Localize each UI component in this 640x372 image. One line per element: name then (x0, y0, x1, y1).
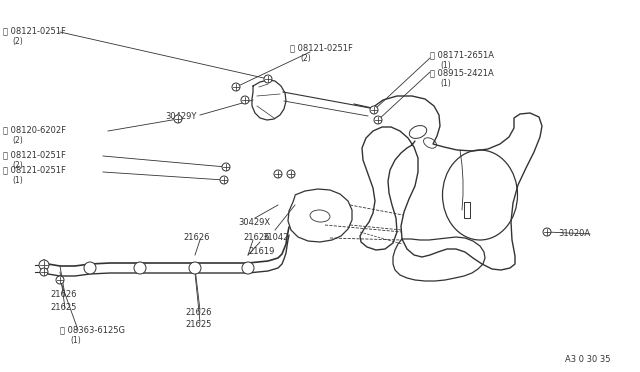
Circle shape (242, 262, 254, 274)
Text: 21625: 21625 (50, 303, 76, 312)
Text: A3 0 30 35: A3 0 30 35 (565, 355, 611, 364)
Text: 21626: 21626 (183, 233, 209, 242)
Text: 30429Y: 30429Y (165, 112, 196, 121)
Circle shape (287, 170, 295, 178)
Text: (1): (1) (440, 79, 451, 88)
Circle shape (39, 260, 49, 270)
Text: Ⓑ 08121-0251F: Ⓑ 08121-0251F (3, 26, 66, 35)
Text: 21619: 21619 (248, 247, 275, 256)
Text: 31020A: 31020A (558, 229, 590, 238)
Text: 21626: 21626 (185, 308, 211, 317)
Circle shape (222, 163, 230, 171)
Text: Ⓑ 08121-0251F: Ⓑ 08121-0251F (3, 150, 66, 159)
Text: Ⓑ 08121-0251F: Ⓑ 08121-0251F (290, 43, 353, 52)
Circle shape (40, 268, 48, 276)
Circle shape (134, 262, 146, 274)
Circle shape (56, 276, 64, 284)
Text: (2): (2) (12, 37, 23, 46)
Circle shape (189, 262, 201, 274)
Text: (1): (1) (12, 176, 23, 185)
Text: Ⓑ 08171-2651A: Ⓑ 08171-2651A (430, 50, 494, 59)
Text: 31042: 31042 (262, 233, 289, 242)
Text: 21626: 21626 (50, 290, 77, 299)
Circle shape (232, 83, 240, 91)
Circle shape (174, 115, 182, 123)
Text: (1): (1) (440, 61, 451, 70)
Text: (2): (2) (12, 136, 23, 145)
Circle shape (84, 262, 96, 274)
Circle shape (241, 96, 249, 104)
Text: (2): (2) (300, 54, 311, 63)
Text: Ⓑ 08121-0251F: Ⓑ 08121-0251F (3, 165, 66, 174)
Text: (1): (1) (70, 336, 81, 345)
Text: 21626: 21626 (243, 233, 269, 242)
Circle shape (370, 106, 378, 114)
Circle shape (264, 75, 272, 83)
Text: (2): (2) (12, 161, 23, 170)
Text: 21625: 21625 (185, 320, 211, 329)
Text: Ⓢ 08915-2421A: Ⓢ 08915-2421A (430, 68, 493, 77)
Circle shape (220, 176, 228, 184)
Text: Ⓢ 08363-6125G: Ⓢ 08363-6125G (60, 325, 125, 334)
Circle shape (374, 116, 382, 124)
Text: 30429X: 30429X (238, 218, 270, 227)
Circle shape (274, 170, 282, 178)
Circle shape (543, 228, 551, 236)
Text: Ⓑ 08120-6202F: Ⓑ 08120-6202F (3, 125, 66, 134)
